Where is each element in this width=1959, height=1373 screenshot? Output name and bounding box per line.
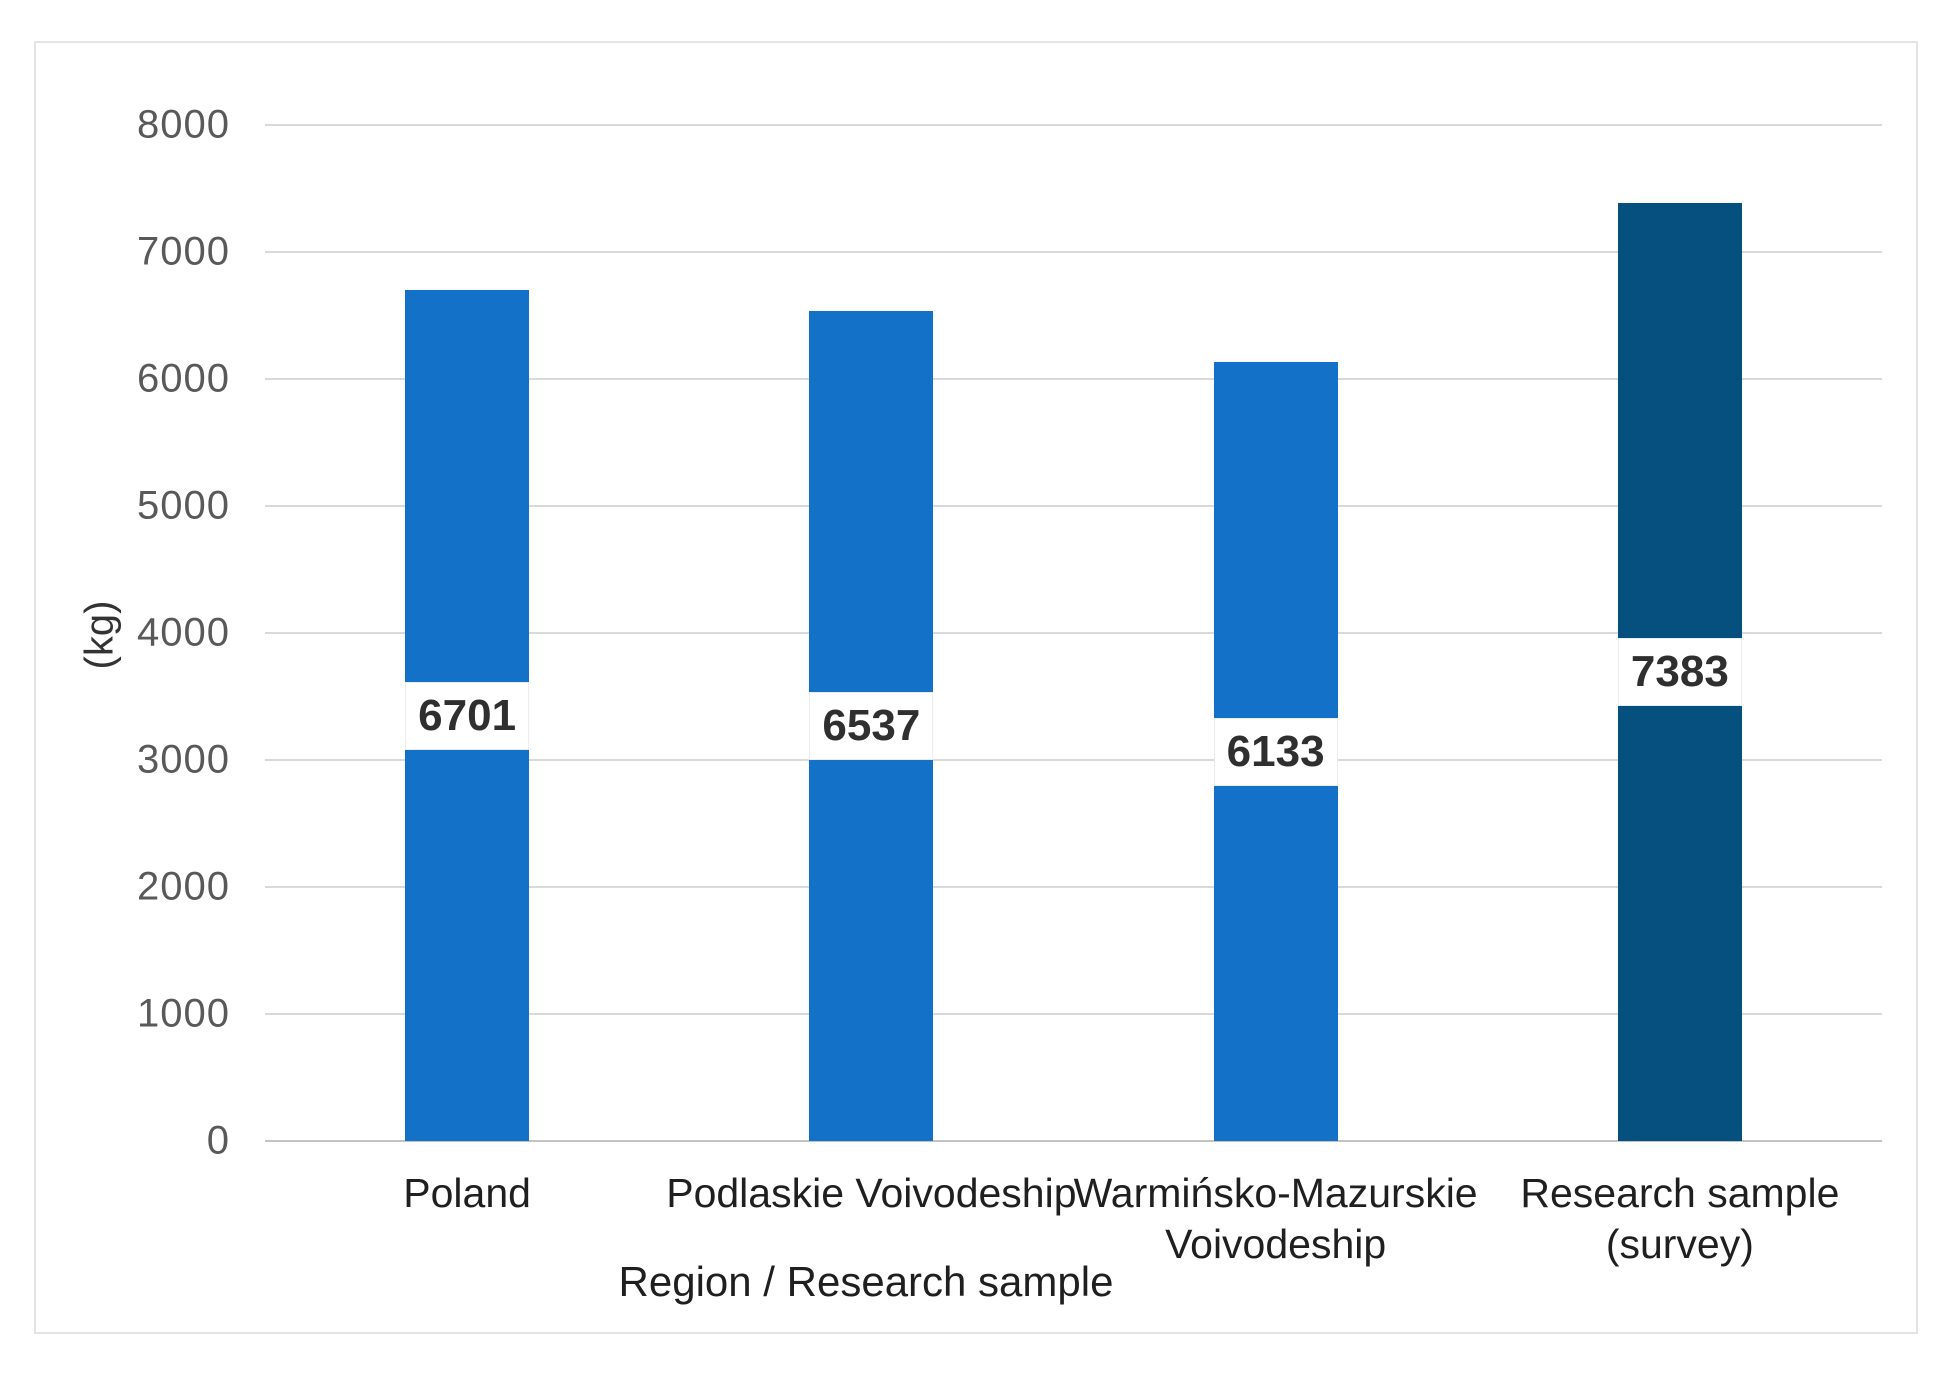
bar-value-label: 6701 (405, 681, 530, 750)
y-tick-label: 6000 (137, 356, 230, 401)
gridline (265, 505, 1882, 507)
gridline (265, 1013, 1882, 1015)
y-tick-label: 3000 (137, 737, 230, 782)
bar-research-sample-survey-: 7383 (1617, 203, 1742, 1141)
plot-area: 6701 6537 6133 7383 (265, 124, 1882, 1142)
category-label: Research sample (survey) (1520, 1170, 1840, 1268)
gridline (265, 251, 1882, 253)
category-label: Poland (403, 1170, 531, 1216)
gridline (265, 759, 1882, 761)
y-tick-label: 0 (206, 1118, 230, 1163)
y-tick-label: 5000 (137, 483, 230, 528)
chart-border (34, 41, 1918, 1334)
gridline (265, 632, 1882, 634)
bar-value-label: 7383 (1617, 638, 1742, 707)
y-tick-label: 8000 (137, 102, 230, 147)
y-tick-label: 7000 (137, 229, 230, 274)
bar-podlaskie-voivodeship: 6537 (809, 310, 934, 1141)
y-tick-label: 2000 (137, 864, 230, 909)
y-tick-label: 4000 (137, 610, 230, 655)
category-label: Podlaskie Voivodeship (666, 1170, 1077, 1216)
bar-value-label: 6537 (809, 691, 934, 760)
gridline (265, 886, 1882, 888)
x-axis-title: Region / Research sample (618, 1258, 1114, 1305)
category-label: Warmińsko-Mazurskie Voivodeship (1073, 1170, 1478, 1268)
bar-poland: 6701 (405, 289, 530, 1141)
gridline (265, 378, 1882, 380)
x-axis-category-labels: Poland Podlaskie Voivodeship Warmińsko-Maz… (265, 1168, 1882, 1298)
x-axis-line (265, 1140, 1882, 1142)
bar-value-label: 6133 (1213, 717, 1338, 786)
y-tick-label: 1000 (137, 991, 230, 1036)
bar-warmi-sko-mazurskie-voivodeship: 6133 (1213, 362, 1338, 1141)
gridline (265, 124, 1882, 126)
